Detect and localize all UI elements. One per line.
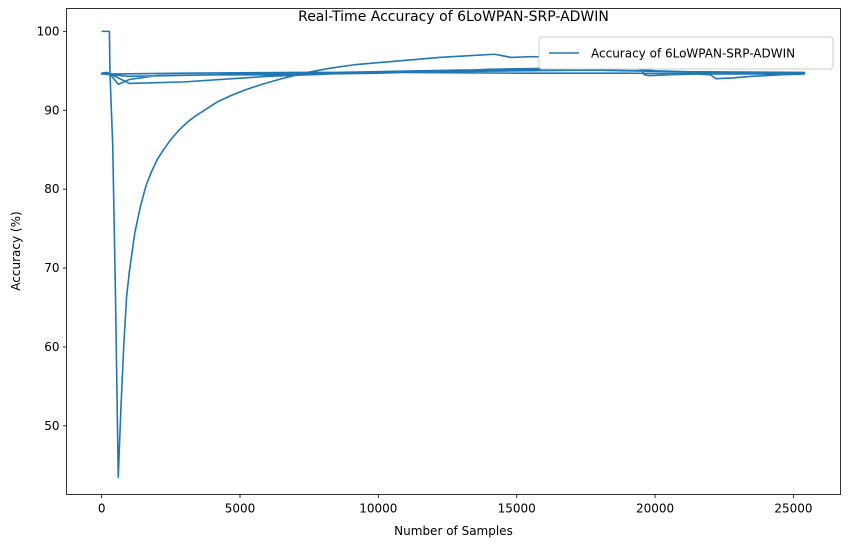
y-tick-label: 90 [44, 103, 59, 117]
x-axis: 0 5000 10000 15000 20000 25000 [98, 494, 813, 516]
chart-title: Real-Time Accuracy of 6LoWPAN-SRP-ADWIN [298, 9, 609, 25]
legend-entry-accuracy: Accuracy of 6LoWPAN-SRP-ADWIN [591, 47, 795, 61]
x-tick-label: 10000 [359, 502, 397, 516]
x-tick-label: 25000 [774, 502, 812, 516]
axes-frame [66, 8, 841, 495]
legend: Accuracy of 6LoWPAN-SRP-ADWIN [538, 36, 834, 70]
y-tick-label: 60 [44, 340, 59, 354]
y-tick-label: 50 [44, 419, 59, 433]
x-tick-label: 15000 [498, 502, 536, 516]
legend-box [538, 36, 834, 70]
x-tick-label: 5000 [225, 502, 256, 516]
y-tick-label: 100 [37, 24, 60, 38]
x-tick-label: 20000 [636, 502, 674, 516]
series-line-accuracy [100, 30, 806, 478]
y-axis-label: Accuracy (%) [9, 211, 23, 290]
y-tick-label: 70 [44, 261, 59, 275]
plot-area [100, 30, 806, 478]
y-tick-label: 80 [44, 182, 59, 196]
x-tick-label: 0 [98, 502, 106, 516]
x-axis-label: Number of Samples [394, 524, 513, 538]
y-axis: 50 60 70 80 90 100 [37, 24, 67, 433]
